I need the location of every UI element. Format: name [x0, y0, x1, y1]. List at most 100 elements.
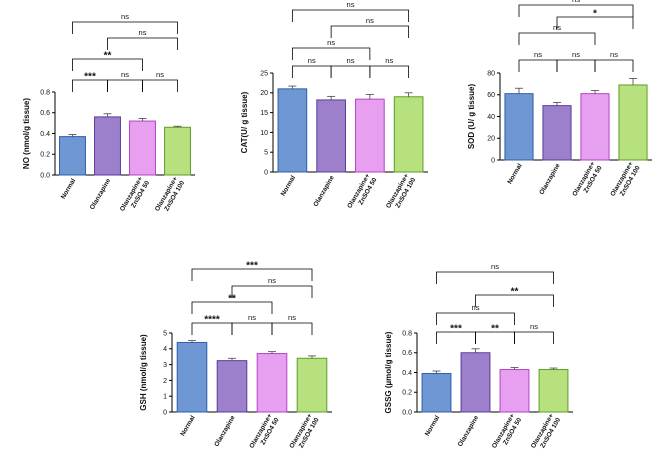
significance-bracket [556, 16, 634, 29]
significance-label: ** [491, 324, 499, 335]
significance-bracket [72, 21, 178, 34]
y-axis-label: GSSG (µmol/g tissue) [384, 331, 393, 413]
bar-4 [538, 369, 569, 413]
significance-bracket [518, 32, 596, 45]
significance-label: **** [204, 315, 220, 326]
bar-2 [542, 105, 572, 161]
significance-label: ** [228, 294, 236, 305]
significance-label: ns [572, 50, 580, 59]
significance-bracket [107, 79, 143, 92]
y-tick-label: 5 [163, 330, 167, 337]
category-label-line: Olanzapine [89, 177, 113, 211]
category-label: Olanzapine+ZnSO4 100 [385, 172, 417, 213]
y-tick-label: 0.2 [402, 390, 412, 397]
category-label: Olanzapine [89, 177, 113, 211]
significance-label: *** [450, 324, 462, 335]
significance-label: ns [156, 70, 164, 79]
significance-label: ns [385, 56, 393, 65]
significance-label: ns [347, 0, 355, 9]
category-label-line: Normal [60, 177, 77, 200]
bar-1 [421, 372, 452, 413]
y-tick-label: 0.4 [40, 131, 50, 138]
category-label: Olanzapine [312, 174, 336, 208]
significance-label: ns [572, 0, 580, 4]
y-tick-label: 0.6 [402, 350, 412, 357]
y-axis-label: SOD (U/ g tissue) [467, 83, 476, 149]
bar-3 [499, 369, 530, 413]
bar-1 [504, 93, 534, 161]
significance-bracket [291, 65, 332, 78]
y-axis-label: NO (nmol/g tissue) [22, 98, 31, 169]
y-tick-label: 20 [260, 90, 268, 97]
category-label: Olanzapine+ZnSO4 50 [248, 412, 280, 453]
significance-bracket [291, 9, 410, 22]
significance-bracket [514, 331, 554, 344]
significance-bracket [436, 312, 515, 325]
significance-label: ns [308, 56, 316, 65]
y-tick-label: 3 [163, 362, 167, 369]
y-tick-label: 60 [487, 92, 495, 99]
category-label-line: Normal [424, 414, 441, 437]
y-tick-label: 5 [264, 150, 268, 157]
significance-bracket [191, 268, 313, 281]
category-label: Olanzapine+ZnSO4 100 [288, 412, 320, 453]
y-tick-label: 0.8 [402, 330, 412, 337]
y-tick-label: 0 [491, 157, 495, 164]
bar-4 [296, 357, 328, 413]
panel-cat: 0 5 10 15 20 25 CAT(U/ g tissue) Normal Olanzapi… [240, 0, 428, 213]
significance-bracket [556, 59, 596, 72]
significance-label: ns [347, 56, 355, 65]
significance-label: ns [553, 23, 561, 32]
significance-label: ** [104, 51, 112, 62]
significance-bracket [436, 271, 554, 284]
panel-sod: 0 20 40 60 80 SOD (U/ g tissue) Normal Olanzapi… [467, 0, 652, 198]
y-tick-label: 0.6 [40, 110, 50, 117]
y-tick-label: 10 [260, 130, 268, 137]
category-label-line: Olanzapine [213, 414, 237, 448]
category-label: Normal [506, 162, 523, 185]
y-tick-label: 0 [163, 409, 167, 416]
significance-label: ns [610, 50, 618, 59]
category-label: Olanzapine+ZnSO4 100 [530, 412, 562, 453]
significance-label: ns [121, 70, 129, 79]
significance-label: ns [534, 50, 542, 59]
significance-bracket [142, 79, 178, 92]
y-tick-label: 25 [260, 70, 268, 77]
significance-label: ns [288, 313, 296, 322]
significance-label: ns [268, 276, 276, 285]
bar-3 [129, 120, 156, 176]
bar-4 [164, 126, 191, 176]
bar-3 [256, 353, 288, 413]
category-label: Normal [179, 414, 196, 437]
y-tick-label: 0.0 [402, 409, 412, 416]
significance-bracket [231, 322, 273, 335]
category-label: Normal [424, 414, 441, 437]
significance-label: ns [366, 16, 374, 25]
y-tick-label: 0 [264, 169, 268, 176]
category-label: Olanzapine+ZnSO4 100 [154, 175, 186, 216]
y-tick-label: 0.0 [40, 172, 50, 179]
significance-bracket [475, 294, 554, 307]
y-axis-label: GSH (nmol/g tissue) [139, 334, 148, 411]
significance-label: *** [246, 261, 258, 272]
bar-3 [580, 93, 610, 161]
y-tick-label: 4 [163, 346, 167, 353]
significance-label: ns [139, 28, 147, 37]
category-label: Normal [280, 174, 297, 197]
significance-bracket [330, 25, 410, 38]
category-label: Olanzapine [213, 414, 237, 448]
y-tick-label: 2 [163, 378, 167, 385]
category-label-line: Olanzapine [538, 162, 562, 196]
significance-bracket [271, 322, 313, 335]
significance-bracket [291, 47, 371, 60]
category-label: Olanzapine+ZnSO4 50 [346, 172, 378, 213]
significance-label: ns [327, 38, 335, 47]
category-label: Olanzapine [457, 414, 481, 448]
panel-gsh: 0 1 2 3 4 5 GSH (nmol/g tissue) Normal Olanzapin… [139, 261, 332, 453]
significance-label: ns [248, 313, 256, 322]
bar-4 [393, 96, 424, 173]
bar-2 [460, 352, 491, 413]
significance-label: *** [84, 72, 96, 83]
category-label-line: Normal [179, 414, 196, 437]
category-label: Olanzapine+ZnSO4 50 [491, 412, 523, 453]
